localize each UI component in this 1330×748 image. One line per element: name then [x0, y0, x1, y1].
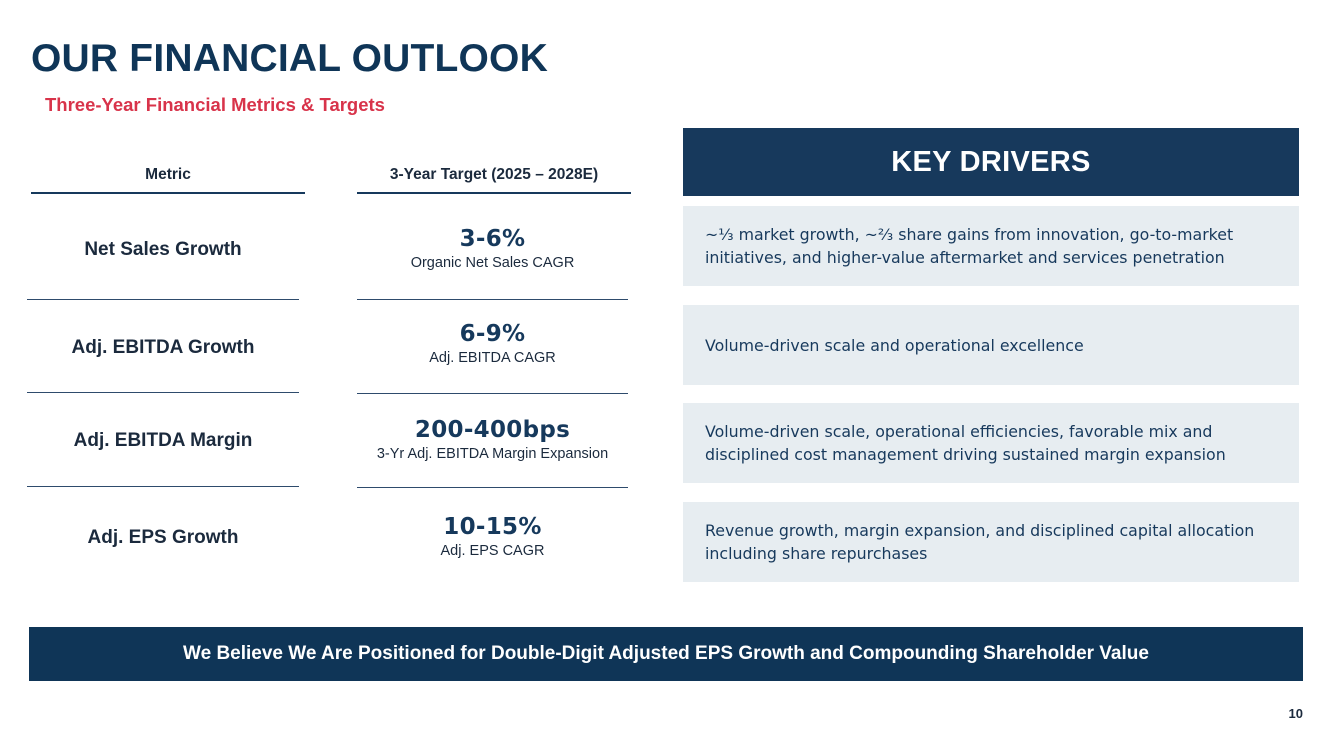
target-column-header: 3-Year Target (2025 – 2028E)	[389, 166, 599, 183]
driver-text: ~⅓ market growth, ~⅔ share gains from in…	[705, 225, 1234, 267]
driver-box: ~⅓ market growth, ~⅔ share gains from in…	[683, 206, 1299, 286]
row-divider	[27, 299, 299, 300]
target-value: 6-9%	[459, 321, 526, 347]
page-subtitle: Three-Year Financial Metrics & Targets	[45, 94, 385, 115]
row-divider	[357, 299, 628, 300]
conclusion-banner: We Believe We Are Positioned for Double-…	[29, 627, 1303, 681]
driver-box: Revenue growth, margin expansion, and di…	[683, 502, 1299, 582]
metric-name: Adj. EBITDA Growth	[71, 337, 255, 358]
target-value: 3-6%	[459, 226, 526, 252]
target-description: Organic Net Sales CAGR	[410, 255, 575, 271]
target-cell: 6-9% Adj. EBITDA CAGR	[357, 321, 628, 366]
driver-text: Revenue growth, margin expansion, and di…	[705, 521, 1255, 563]
row-divider	[357, 487, 628, 488]
metric-name: Adj. EBITDA Margin	[73, 430, 253, 451]
driver-box: Volume-driven scale and operational exce…	[683, 305, 1299, 385]
row-divider	[27, 486, 299, 487]
row-divider	[357, 393, 628, 394]
page-number: 10	[1288, 706, 1303, 721]
target-header-rule	[357, 192, 631, 194]
metric-name: Net Sales Growth	[84, 239, 242, 260]
row-divider	[27, 392, 299, 393]
key-drivers-title: KEY DRIVERS	[891, 145, 1091, 178]
target-value: 10-15%	[443, 514, 542, 540]
target-cell: 10-15% Adj. EPS CAGR	[357, 514, 628, 559]
target-description: 3-Yr Adj. EBITDA Margin Expansion	[376, 446, 609, 462]
target-cell: 200-400bps 3-Yr Adj. EBITDA Margin Expan…	[357, 417, 628, 462]
page-title: OUR FINANCIAL OUTLOOK	[31, 37, 548, 80]
metric-column-header: Metric	[145, 166, 191, 183]
driver-text: Volume-driven scale and operational exce…	[705, 335, 1084, 355]
metric-name: Adj. EPS Growth	[87, 527, 239, 548]
metric-header-rule	[31, 192, 305, 194]
banner-text: We Believe We Are Positioned for Double-…	[183, 643, 1149, 664]
driver-box: Volume-driven scale, operational efficie…	[683, 403, 1299, 483]
driver-text: Volume-driven scale, operational efficie…	[705, 422, 1226, 464]
target-description: Adj. EPS CAGR	[440, 543, 545, 559]
target-value: 200-400bps	[414, 417, 571, 443]
target-cell: 3-6% Organic Net Sales CAGR	[357, 226, 628, 271]
key-drivers-header: KEY DRIVERS	[683, 128, 1299, 196]
target-description: Adj. EBITDA CAGR	[429, 350, 556, 366]
